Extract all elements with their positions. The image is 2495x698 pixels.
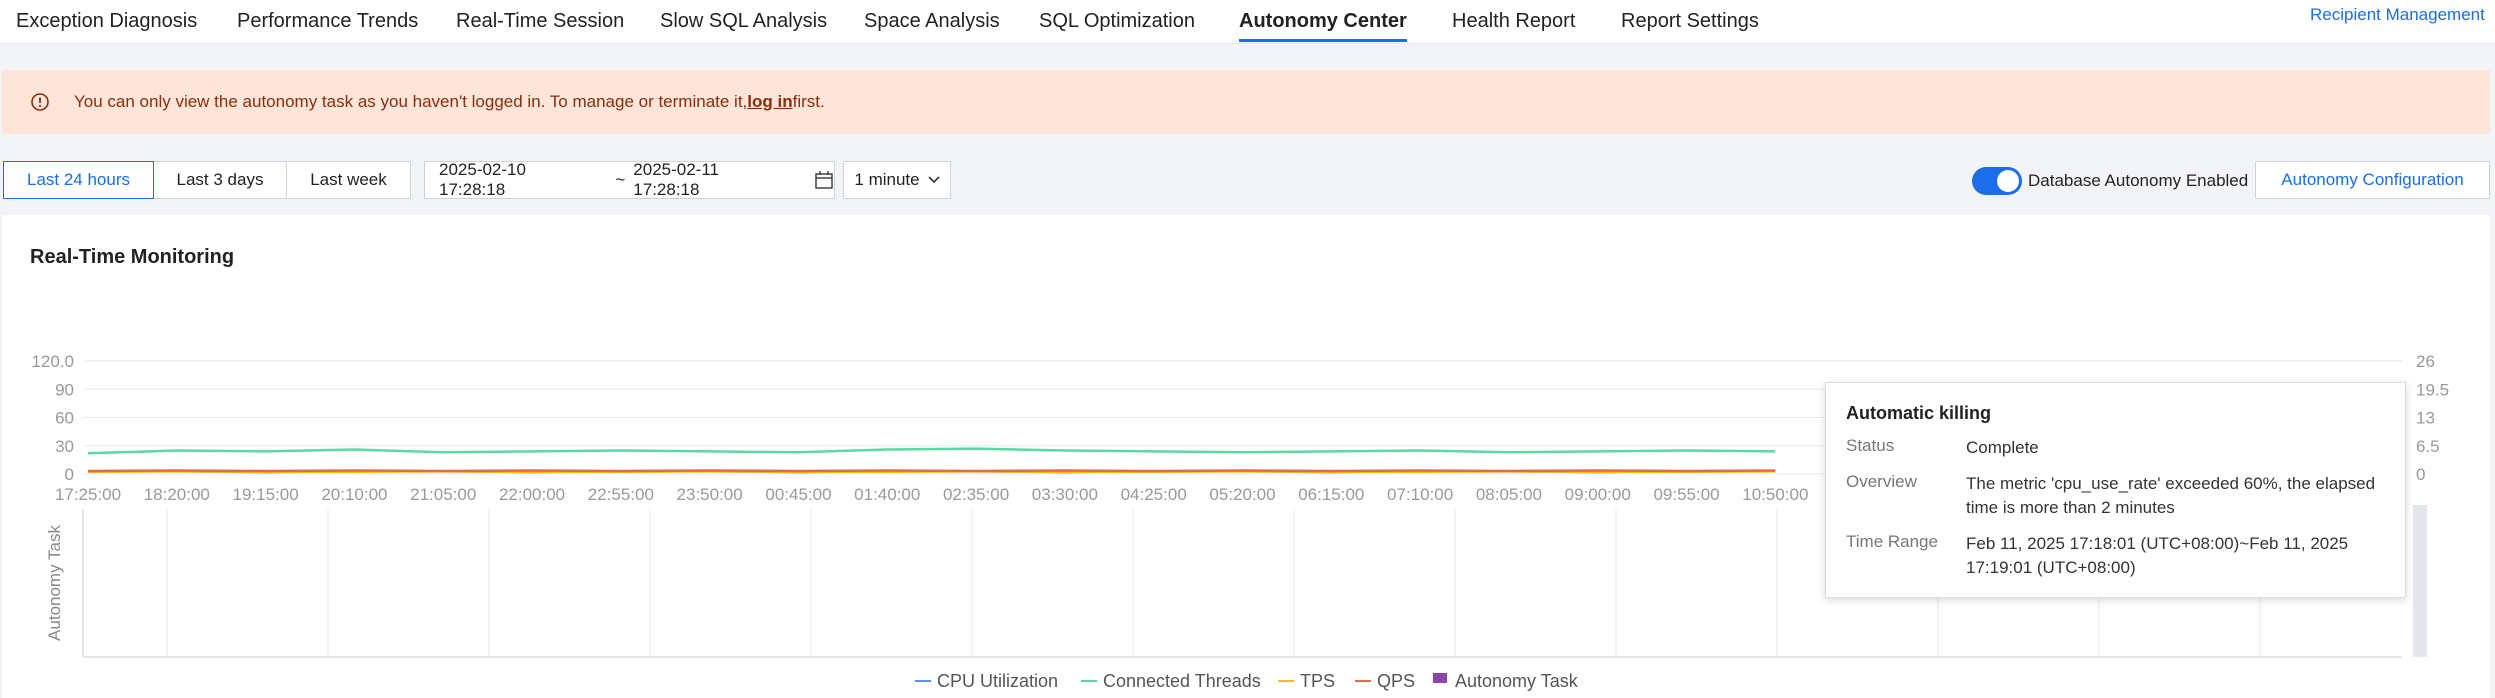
date-range-picker[interactable]: 2025-02-10 17:28:18 ~2025-02-11 17:28:18 <box>424 160 835 199</box>
tab[interactable]: Health Report <box>1452 10 1576 32</box>
tab[interactable]: SQL Optimization <box>1039 10 1195 32</box>
tab[interactable]: Performance Trends <box>237 10 419 32</box>
tooltip: Automatic killing Status Complete Overview T… <box>1825 382 2406 598</box>
x-tick-label: 19:15:00 <box>233 485 299 504</box>
y-tick-label: 0 <box>65 465 74 484</box>
y-tick-label: 30 <box>55 437 74 456</box>
alert-icon <box>31 93 49 111</box>
y2-tick-label: 19.5 <box>2416 380 2449 399</box>
toggle[interactable] <box>1972 167 2022 195</box>
y2-tick-label: 13 <box>2416 409 2435 428</box>
x-tick-label: 10:50:00 <box>1742 485 1808 504</box>
x-tick-label: 20:10:00 <box>321 485 387 504</box>
x-tick-label: 07:10:00 <box>1387 485 1453 504</box>
series-line <box>87 447 1776 455</box>
x-tick-label: 05:20:00 <box>1209 485 1275 504</box>
y2-tick-label: 26 <box>2416 352 2435 371</box>
y2-tick-label: 6.5 <box>2416 437 2440 456</box>
toggle-label: Database Autonomy Enabled <box>2028 171 2249 190</box>
tab[interactable]: Space Analysis <box>864 10 1000 32</box>
y-tick-label: 60 <box>55 409 74 428</box>
config-button[interactable]: Autonomy Configuration <box>2255 161 2490 199</box>
y2-tick-label: 0 <box>2416 465 2425 484</box>
tooltip-title: Automatic killing <box>1846 403 1992 423</box>
range-button[interactable]: Last week <box>286 161 411 199</box>
alert: You can only view the autonomy task as y… <box>2 70 2490 134</box>
tooltip-row: Overview The metric 'cpu_use_rate' exceed… <box>1846 472 2385 520</box>
x-tick-label: 22:55:00 <box>588 485 654 504</box>
x-tick-label: 23:50:00 <box>677 485 743 504</box>
tab[interactable]: Report Settings <box>1621 10 1759 32</box>
alert-text: first. <box>792 92 825 111</box>
x-tick-label: 17:25:00 <box>55 485 121 504</box>
tab[interactable]: Autonomy Center <box>1239 10 1407 42</box>
x-tick-label: 06:15:00 <box>1298 485 1364 504</box>
legend-swatch <box>1433 673 1447 683</box>
x-tick-label: 09:00:00 <box>1565 485 1631 504</box>
x-tick-label: 21:05:00 <box>410 485 476 504</box>
lower-axis-label: Autonomy Task <box>45 525 64 641</box>
tooltip-row: Status Complete <box>1846 436 2385 460</box>
alert-text: You can only view the autonomy task as y… <box>74 92 748 111</box>
y-tick-label: 120.0 <box>31 352 74 371</box>
x-tick-label: 08:05:00 <box>1476 485 1542 504</box>
legend-label[interactable]: Connected Threads <box>1103 671 1261 691</box>
x-tick-label: 01:40:00 <box>854 485 920 504</box>
tooltip-key: Status <box>1846 436 1895 455</box>
calendar-icon <box>815 171 834 189</box>
tooltip-row: Time Range Feb 11, 2025 17:18:01 (UTC+08:… <box>1846 532 2385 580</box>
legend-label[interactable]: TPS <box>1300 671 1335 691</box>
tab[interactable]: Exception Diagnosis <box>16 10 198 32</box>
granularity: 1 minute <box>854 170 920 189</box>
tab[interactable]: Real-Time Session <box>456 10 625 32</box>
series-line <box>87 469 1776 473</box>
x-tick-label: 09:55:00 <box>1653 485 1719 504</box>
x-tick-label: 02:35:00 <box>943 485 1009 504</box>
login-link[interactable]: log in <box>747 92 793 111</box>
start-date: 2025-02-10 17:28:18 <box>439 160 526 199</box>
range-button[interactable]: Last 3 days <box>153 161 287 199</box>
end-date: 2025-02-11 17:28:18 <box>633 160 719 199</box>
chevron <box>928 176 940 184</box>
tooltip-value: Complete <box>1966 438 2039 457</box>
legend-label[interactable]: QPS <box>1377 671 1415 691</box>
tab-bar: Exception Diagnosis Performance Trends Rea… <box>0 0 2495 44</box>
x-tick-label: 03:30:00 <box>1032 485 1098 504</box>
x-tick-label: 00:45:00 <box>765 485 831 504</box>
tooltip-value: The metric 'cpu_use_rate' exceeded 60%, … <box>1966 474 2376 517</box>
tooltip-value: Feb 11, 2025 17:18:01 (UTC+08:00)~Feb 11… <box>1966 534 2349 577</box>
x-tick-label: 04:25:00 <box>1121 485 1187 504</box>
granularity-select[interactable]: 1 minute <box>843 161 951 199</box>
legend-label[interactable]: CPU Utilization <box>937 671 1058 691</box>
recipient-link[interactable]: Recipient Management <box>2310 5 2485 24</box>
date-separator: ~ <box>615 170 626 189</box>
x-tick-label: 22:00:00 <box>499 485 565 504</box>
range-button[interactable]: Last 24 hours <box>3 161 154 199</box>
tab[interactable]: Slow SQL Analysis <box>660 10 828 32</box>
tooltip-key: Overview <box>1846 472 1917 491</box>
card-title: Real-Time Monitoring <box>30 246 235 268</box>
tooltip-key: Time Range <box>1846 532 1938 551</box>
scrollbar <box>2413 505 2427 657</box>
legend-label[interactable]: Autonomy Task <box>1455 671 1579 691</box>
y-tick-label: 90 <box>55 380 74 399</box>
x-tick-label: 18:20:00 <box>144 485 210 504</box>
